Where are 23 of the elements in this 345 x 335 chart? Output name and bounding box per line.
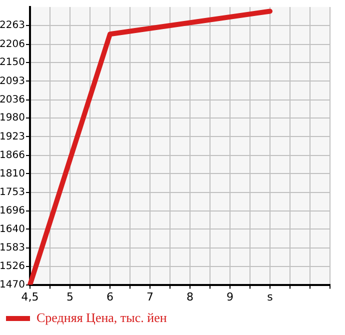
x-tick-label: 7: [146, 290, 154, 304]
y-tick-label: 1583: [0, 242, 25, 254]
y-tick-label: 1923: [0, 131, 25, 142]
y-tick-label: 2263: [0, 20, 25, 32]
legend-label: Средняя Цена, тыс. йен: [36, 310, 167, 325]
y-tick-label: 1640: [0, 224, 25, 235]
y-tick-label: 1753: [0, 186, 25, 198]
y-tick-label: 2036: [0, 94, 25, 106]
x-tick-label: 5: [66, 290, 74, 304]
x-tick-label: 9: [226, 290, 234, 304]
x-tick-label: 8: [186, 290, 194, 304]
y-tick-label: 2206: [0, 38, 25, 50]
y-tick-label: 1980: [0, 112, 25, 124]
y-tick-label: 2093: [0, 76, 25, 87]
x-tick-label: 6: [106, 290, 114, 304]
y-tick-label: 2150: [0, 57, 25, 68]
x-tick-label: 4,5: [21, 290, 39, 304]
y-tick-label: 1696: [0, 206, 25, 217]
y-tick-label: 1866: [0, 150, 25, 161]
x-tick-label: s: [267, 290, 274, 304]
y-tick-label: 1526: [0, 261, 25, 272]
y-tick-label: 1810: [0, 168, 25, 180]
y-tick-label: 1470: [0, 279, 25, 290]
